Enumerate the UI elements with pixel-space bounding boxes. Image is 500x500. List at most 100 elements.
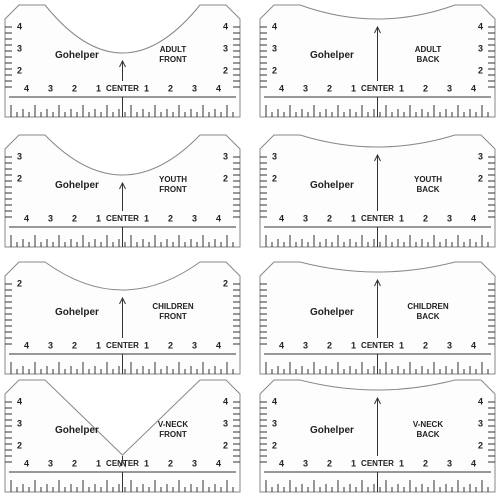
ruler-label: V-NECK (413, 420, 443, 429)
brand: Gohelper (55, 180, 99, 191)
ruler-label: BACK (416, 185, 439, 194)
center-label: CENTER (106, 459, 139, 468)
scale-label: 2 (168, 458, 173, 468)
side-label: 2 (17, 278, 22, 288)
scale-label: 2 (423, 458, 428, 468)
scale-label: 3 (48, 458, 53, 468)
side-label: 3 (478, 43, 483, 53)
scale-label: 1 (399, 458, 404, 468)
arrow-head (374, 153, 381, 162)
scale-label: 3 (303, 213, 308, 223)
center-label: CENTER (106, 84, 139, 93)
scale-label: 4 (24, 340, 29, 350)
arrow-head (374, 278, 381, 287)
scale-label: 1 (351, 213, 356, 223)
scale-label: 3 (447, 458, 452, 468)
center-label: CENTER (361, 84, 394, 93)
scale-label: 4 (216, 458, 221, 468)
scale-label: 4 (471, 213, 476, 223)
side-label: 2 (17, 440, 22, 450)
scale-label: 3 (48, 83, 53, 93)
side-label: 3 (223, 151, 228, 161)
ruler-label: YOUTH (414, 175, 442, 184)
arrow-head (374, 25, 381, 34)
side-label: 2 (478, 65, 483, 75)
side-label: 3 (272, 418, 277, 428)
scale-label: 3 (48, 213, 53, 223)
scale-label: 3 (192, 213, 197, 223)
side-label: 3 (17, 43, 22, 53)
scale-label: 2 (168, 83, 173, 93)
scale-label: 1 (399, 83, 404, 93)
side-label: 4 (478, 21, 483, 31)
scale-label: 1 (96, 340, 101, 350)
scale-label: 3 (48, 340, 53, 350)
scale-label: 3 (303, 340, 308, 350)
scale-label: 1 (351, 83, 356, 93)
side-label: 3 (223, 43, 228, 53)
brand: Gohelper (55, 425, 99, 436)
side-label: 2 (223, 440, 228, 450)
scale-label: 4 (216, 83, 221, 93)
scale-label: 2 (423, 83, 428, 93)
ruler-label: BACK (416, 430, 439, 439)
side-label: 3 (272, 151, 277, 161)
arrow-head (374, 396, 381, 405)
side-label: 3 (478, 151, 483, 161)
ruler-label: FRONT (159, 185, 187, 194)
scale-label: 1 (96, 83, 101, 93)
brand: Gohelper (310, 180, 354, 191)
ruler-label: V-NECK (158, 420, 188, 429)
brand: Gohelper (310, 425, 354, 436)
side-label: 2 (17, 173, 22, 183)
scale-label: 3 (303, 83, 308, 93)
scale-label: 2 (72, 340, 77, 350)
side-label: 2 (478, 173, 483, 183)
scale-label: 3 (303, 458, 308, 468)
side-label: 4 (478, 396, 483, 406)
scale-label: 1 (144, 340, 149, 350)
scale-label: 3 (447, 213, 452, 223)
scale-label: 2 (168, 213, 173, 223)
side-label: 3 (272, 43, 277, 53)
scale-label: 4 (24, 458, 29, 468)
scale-label: 1 (399, 340, 404, 350)
scale-label: 2 (327, 83, 332, 93)
scale-label: 3 (192, 340, 197, 350)
scale-label: 1 (144, 213, 149, 223)
scale-label: 2 (327, 213, 332, 223)
side-label: 2 (223, 65, 228, 75)
ruler-label: BACK (416, 55, 439, 64)
side-label: 2 (272, 440, 277, 450)
scale-label: 4 (24, 213, 29, 223)
ruler-label: FRONT (159, 430, 187, 439)
arrow-head (119, 181, 126, 190)
side-label: 4 (223, 396, 228, 406)
scale-label: 1 (96, 458, 101, 468)
scale-label: 1 (144, 83, 149, 93)
scale-label: 3 (192, 83, 197, 93)
ruler-label: YOUTH (159, 175, 187, 184)
scale-label: 3 (192, 458, 197, 468)
brand: Gohelper (310, 307, 354, 318)
ruler-label: CHILDREN (407, 302, 449, 311)
scale-label: 2 (423, 213, 428, 223)
ruler-label: CHILDREN (152, 302, 194, 311)
side-label: 2 (17, 65, 22, 75)
side-label: 3 (478, 418, 483, 428)
scale-label: 1 (351, 340, 356, 350)
scale-label: 4 (279, 213, 284, 223)
center-label: CENTER (361, 341, 394, 350)
scale-label: 2 (327, 340, 332, 350)
scale-label: 1 (351, 458, 356, 468)
scale-label: 4 (216, 213, 221, 223)
scale-label: 4 (471, 83, 476, 93)
scale-label: 2 (327, 458, 332, 468)
scale-label: 1 (144, 458, 149, 468)
side-label: 2 (223, 278, 228, 288)
ruler-label: ADULT (415, 45, 442, 54)
side-label: 2 (272, 65, 277, 75)
side-label: 4 (223, 21, 228, 31)
scale-label: 3 (447, 83, 452, 93)
